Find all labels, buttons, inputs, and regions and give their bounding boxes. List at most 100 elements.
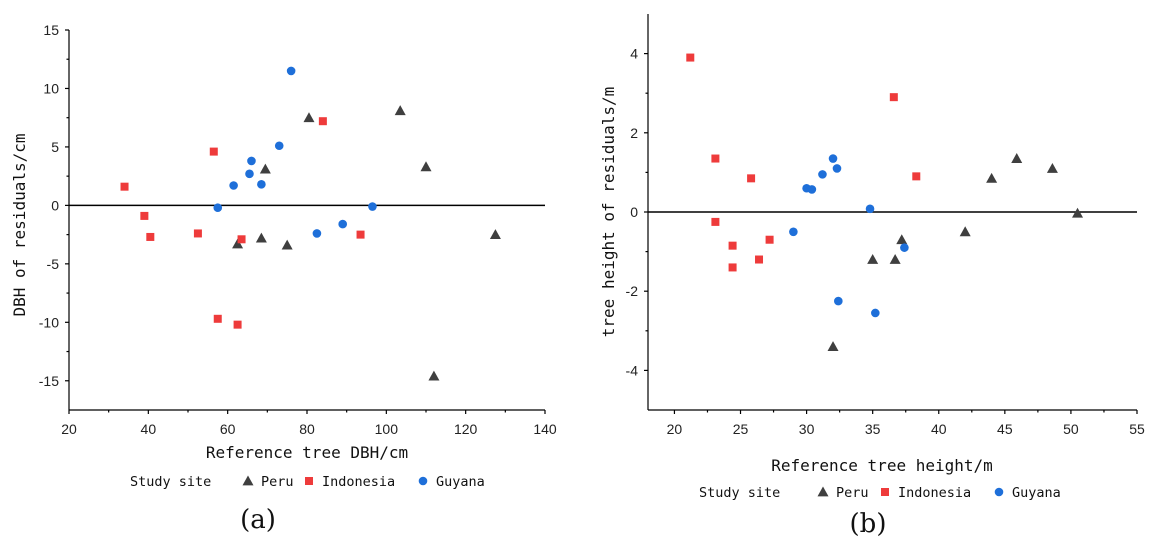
- legend-marker-indonesia: [881, 488, 889, 496]
- panel-b-points: [686, 53, 1084, 352]
- legend-marker-peru: [817, 486, 829, 497]
- data-point-peru: [259, 163, 271, 174]
- data-point-guyana: [832, 164, 842, 173]
- x-tick-label: 30: [799, 421, 815, 437]
- data-point-indonesia: [711, 154, 720, 163]
- x-tick-label: 25: [733, 421, 749, 437]
- panel-a-ticks: 20 40 60 80 100 120 140 -15 -10 -5 0 5 10 15: [39, 22, 557, 437]
- data-point-peru: [959, 226, 971, 237]
- data-point-indonesia: [686, 53, 695, 62]
- panel-a-x-axis-title: Reference tree DBH/cm: [206, 443, 408, 462]
- panel-b-ticks: 20 25 30 35 40 45 50 55 -4 -2 0 2 4: [626, 46, 1145, 437]
- x-tick-label: 80: [299, 421, 315, 437]
- y-tick-label: 0: [51, 197, 59, 213]
- y-tick-label: 15: [43, 22, 59, 38]
- panel-a-legend: Study site Peru Indonesia Guyana: [130, 474, 485, 490]
- legend-marker-indonesia: [305, 477, 313, 485]
- panel-b-legend-markers: [817, 486, 1004, 497]
- panel-a-legend-peru: Peru: [261, 474, 294, 490]
- data-point-guyana: [257, 180, 266, 189]
- data-point-guyana: [274, 141, 284, 151]
- y-tick-label: 0: [630, 204, 638, 220]
- panel-b-label: (b): [850, 509, 887, 539]
- data-point-indonesia: [765, 235, 774, 244]
- x-tick-label: 45: [997, 421, 1013, 437]
- x-tick-label: 40: [931, 421, 947, 437]
- x-tick-label: 140: [533, 421, 557, 437]
- data-point-peru: [896, 234, 908, 245]
- panel-b-legend-peru: Peru: [836, 485, 869, 501]
- panel-b-axes: [647, 14, 1137, 411]
- panel-a-legend-markers: [242, 475, 428, 486]
- data-point-indonesia: [237, 235, 246, 244]
- panel-b-x-axis-title: Reference tree height/m: [771, 456, 993, 475]
- data-point-indonesia: [912, 172, 921, 181]
- data-point-guyana: [247, 156, 256, 166]
- panel-a-y-axis-title: DBH of residuals/cm: [10, 133, 29, 316]
- data-point-peru: [303, 112, 315, 123]
- data-point-indonesia: [209, 147, 218, 156]
- panel-b-legend-title: Study site: [699, 485, 780, 501]
- data-point-guyana: [834, 296, 843, 306]
- y-tick-label: 10: [43, 80, 59, 96]
- panel-a-points: [120, 66, 501, 381]
- y-tick-label: -4: [626, 362, 639, 378]
- y-tick-label: -15: [39, 373, 59, 389]
- panel-a-axes: [68, 30, 545, 411]
- data-point-peru: [489, 229, 501, 240]
- data-point-guyana: [828, 154, 838, 163]
- data-point-peru: [1011, 153, 1023, 163]
- data-point-guyana: [286, 66, 296, 76]
- data-point-peru: [255, 232, 267, 243]
- x-tick-label: 60: [220, 421, 236, 437]
- y-tick-label: 5: [51, 139, 59, 155]
- y-tick-label: -5: [47, 256, 60, 272]
- data-point-guyana: [368, 202, 377, 211]
- data-point-guyana: [229, 181, 238, 190]
- y-tick-label: -10: [39, 314, 59, 330]
- data-point-peru: [986, 172, 998, 183]
- panel-a-legend-indonesia: Indonesia: [322, 474, 395, 490]
- data-point-guyana: [871, 308, 880, 318]
- y-tick-label: -2: [626, 283, 639, 299]
- x-tick-label: 50: [1063, 421, 1079, 437]
- data-point-guyana: [338, 219, 348, 229]
- panel-b-legend-indonesia: Indonesia: [898, 485, 971, 501]
- data-point-indonesia: [213, 314, 222, 323]
- data-point-indonesia: [120, 182, 129, 191]
- data-point-indonesia: [728, 263, 737, 272]
- data-point-peru: [394, 105, 406, 116]
- panel-a-label: (a): [240, 505, 276, 535]
- data-point-peru: [1072, 207, 1084, 218]
- data-point-peru: [1046, 162, 1058, 173]
- data-point-indonesia: [755, 255, 764, 264]
- data-point-indonesia: [889, 93, 898, 102]
- data-point-guyana: [818, 170, 827, 179]
- panel-a-legend-title: Study site: [130, 474, 211, 490]
- x-tick-label: 120: [454, 421, 478, 437]
- data-point-guyana: [789, 227, 798, 237]
- data-point-peru: [867, 254, 879, 264]
- data-point-indonesia: [356, 230, 365, 239]
- x-tick-label: 100: [375, 421, 399, 437]
- data-point-indonesia: [318, 117, 327, 126]
- data-point-indonesia: [193, 229, 202, 238]
- data-point-indonesia: [233, 320, 242, 329]
- data-point-indonesia: [747, 174, 756, 183]
- data-point-peru: [420, 161, 432, 172]
- legend-marker-peru: [242, 475, 254, 486]
- data-point-indonesia: [146, 232, 155, 241]
- data-point-indonesia: [711, 217, 720, 226]
- data-point-guyana: [245, 169, 254, 179]
- legend-marker-guyana: [418, 476, 428, 486]
- data-point-peru: [889, 254, 901, 264]
- data-point-peru: [281, 239, 293, 250]
- data-point-indonesia: [140, 211, 149, 220]
- data-point-guyana: [312, 229, 322, 238]
- panel-a: 20 40 60 80 100 120 140 -15 -10 -5 0 5 10 15 Referenc…: [10, 22, 557, 535]
- panel-b: 20 25 30 35 40 45 50 55 -4 -2 0 2 4 Reference tree h…: [599, 14, 1145, 539]
- data-point-peru: [232, 238, 244, 249]
- y-tick-label: 2: [630, 125, 638, 141]
- x-tick-label: 20: [667, 421, 683, 437]
